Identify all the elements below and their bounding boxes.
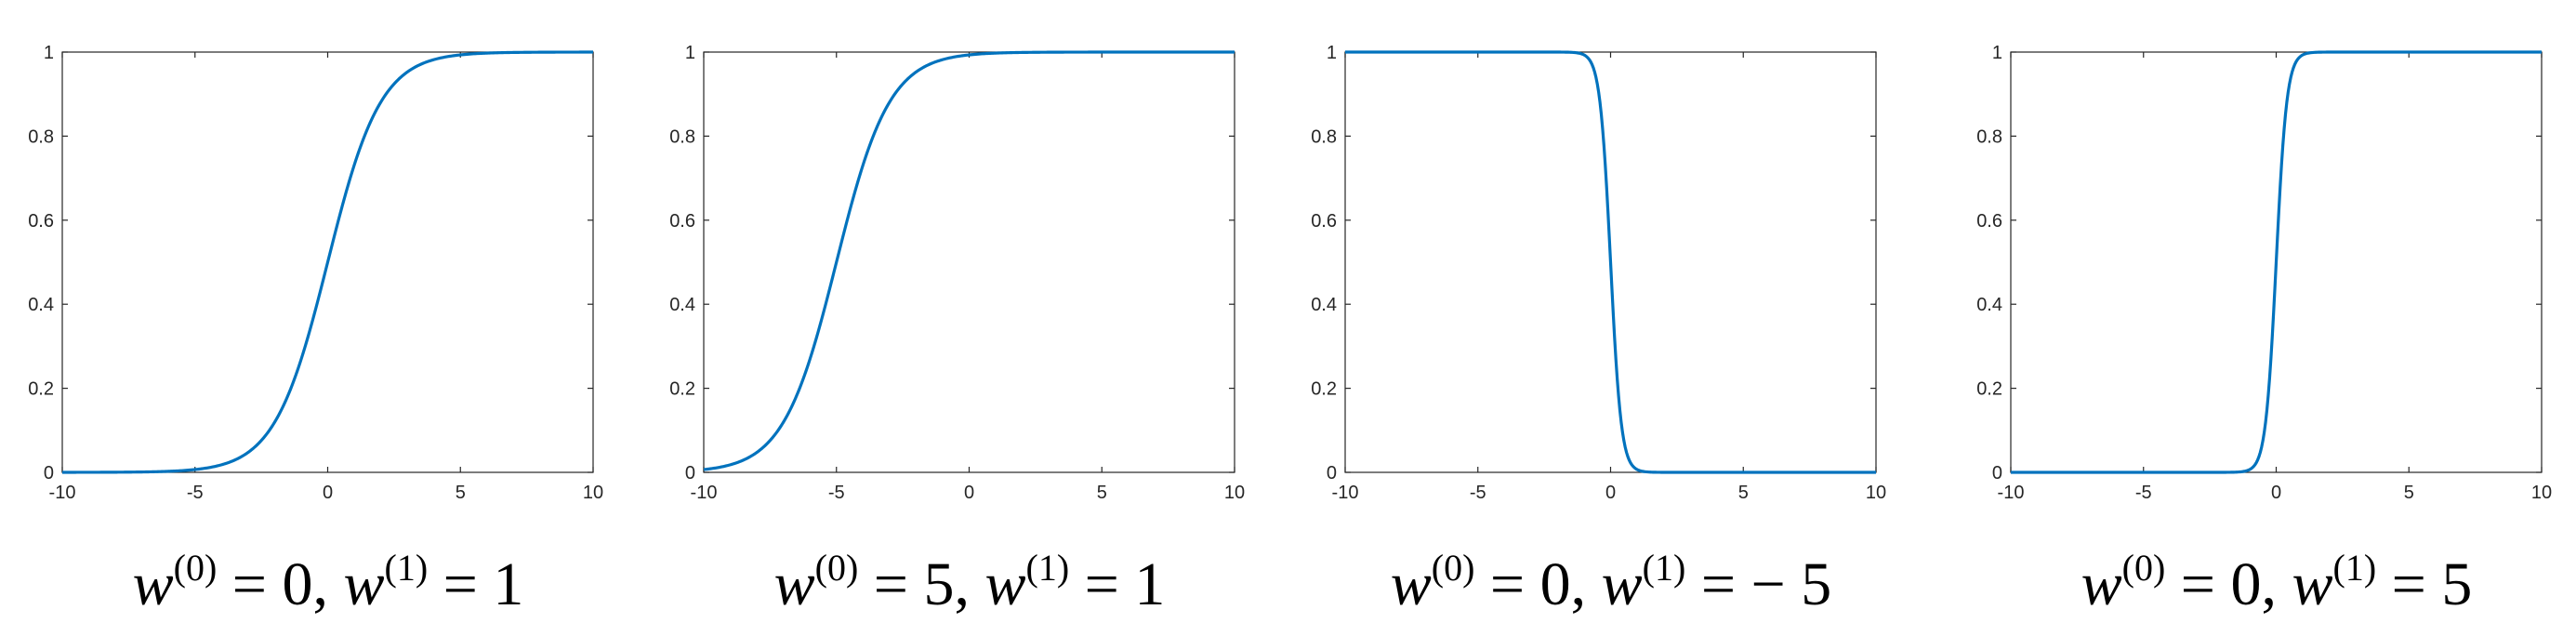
caption-w0-value: = 0, bbox=[1474, 550, 1601, 618]
caption-var: w bbox=[985, 550, 1026, 618]
caption-w1-value: = 1 bbox=[1069, 550, 1165, 618]
x-tick-label: -5 bbox=[828, 483, 845, 503]
panel-caption: w(0) = 5, w(1) = 1 bbox=[774, 547, 1166, 618]
x-tick-label: 10 bbox=[2531, 483, 2552, 503]
y-tick-label: 0.4 bbox=[669, 295, 695, 315]
y-tick-label: 0.2 bbox=[28, 379, 54, 400]
y-tick-label: 0.6 bbox=[669, 211, 695, 232]
x-tick-label: 10 bbox=[1224, 483, 1245, 503]
x-tick-label: -10 bbox=[691, 483, 718, 503]
y-tick-label: 0.6 bbox=[1976, 211, 2002, 232]
caption-w1-value: = 1 bbox=[428, 550, 523, 618]
axes-box bbox=[703, 51, 1235, 473]
caption-w0-value: = 0, bbox=[2165, 550, 2292, 618]
x-tick-label: -10 bbox=[49, 483, 76, 503]
x-tick-label: -5 bbox=[1470, 483, 1486, 503]
x-tick-label: 0 bbox=[964, 483, 974, 503]
y-tick-label: 0 bbox=[1992, 463, 2002, 484]
caption-var: w bbox=[1602, 550, 1643, 618]
caption-var: w bbox=[1391, 550, 1432, 618]
y-tick-label: 0.8 bbox=[28, 126, 54, 147]
caption-var: w bbox=[344, 550, 385, 618]
caption-sup1: (1) bbox=[1643, 547, 1686, 589]
y-tick-label: 0.4 bbox=[1311, 295, 1337, 315]
x-tick-label: 5 bbox=[1738, 483, 1749, 503]
y-tick-label: 0.4 bbox=[28, 295, 54, 315]
y-tick-label: 0.8 bbox=[1976, 126, 2002, 147]
y-tick-label: 0.2 bbox=[1311, 379, 1337, 400]
caption-sup1: (1) bbox=[1026, 547, 1070, 589]
caption-sup1: (1) bbox=[2333, 547, 2377, 589]
caption-var: w bbox=[2292, 550, 2333, 618]
y-tick-label: 1 bbox=[44, 43, 54, 63]
y-tick-label: 0 bbox=[685, 463, 695, 484]
caption-var: w bbox=[133, 550, 174, 618]
x-tick-label: -10 bbox=[1998, 483, 2025, 503]
x-tick-label: 10 bbox=[583, 483, 603, 503]
caption-sup0: (0) bbox=[174, 547, 218, 589]
x-tick-label: 0 bbox=[1605, 483, 1616, 503]
caption-w0-value: = 5, bbox=[858, 550, 984, 618]
panel-caption: w(0) = 0, w(1) = 5 bbox=[2081, 547, 2473, 618]
caption-sup0: (0) bbox=[2122, 547, 2166, 589]
y-tick-label: 0.4 bbox=[1976, 295, 2002, 315]
caption-sup0: (0) bbox=[815, 547, 859, 589]
x-tick-label: 5 bbox=[2404, 483, 2414, 503]
caption-var: w bbox=[774, 550, 815, 618]
y-tick-label: 0.6 bbox=[28, 211, 54, 232]
series-line bbox=[703, 50, 1235, 471]
caption-w1-value: = − 5 bbox=[1685, 550, 1831, 618]
panel-caption: w(0) = 0, w(1) = 1 bbox=[133, 547, 524, 618]
x-tick-label: 0 bbox=[2271, 483, 2281, 503]
x-tick-label: -5 bbox=[187, 483, 204, 503]
y-tick-label: 0.2 bbox=[669, 379, 695, 400]
x-tick-label: 10 bbox=[1866, 483, 1886, 503]
caption-w1-value: = 5 bbox=[2376, 550, 2472, 618]
y-tick-label: 0 bbox=[44, 463, 54, 484]
x-tick-label: 5 bbox=[1097, 483, 1107, 503]
y-tick-label: 0.6 bbox=[1311, 211, 1337, 232]
y-tick-label: 1 bbox=[1327, 43, 1337, 63]
y-tick-label: 0.8 bbox=[1311, 126, 1337, 147]
y-tick-label: 0.8 bbox=[669, 126, 695, 147]
y-tick-label: 1 bbox=[1992, 43, 2002, 63]
y-tick-label: 1 bbox=[685, 43, 695, 63]
x-tick-label: 5 bbox=[456, 483, 466, 503]
x-tick-label: -10 bbox=[1332, 483, 1359, 503]
x-tick-label: 0 bbox=[323, 483, 333, 503]
y-tick-label: 0 bbox=[1327, 463, 1337, 484]
caption-sup1: (1) bbox=[385, 547, 429, 589]
x-tick-label: -5 bbox=[2135, 483, 2152, 503]
y-tick-label: 0.2 bbox=[1976, 379, 2002, 400]
panel-caption: w(0) = 0, w(1) = − 5 bbox=[1391, 547, 1832, 618]
caption-w0-value: = 0, bbox=[217, 550, 343, 618]
caption-sup0: (0) bbox=[1432, 547, 1475, 589]
caption-var: w bbox=[2081, 550, 2122, 618]
